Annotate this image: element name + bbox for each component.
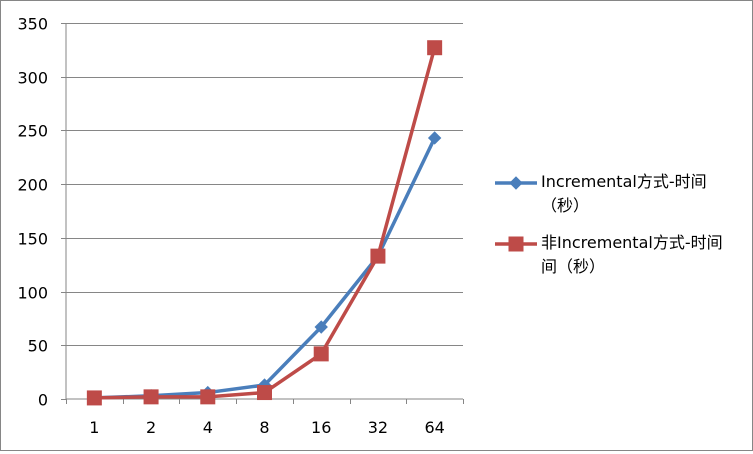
- y-tick-label: 350: [17, 15, 48, 34]
- data-point: [370, 248, 386, 264]
- legend-entry-1: Incremental方式-时间 （秒）: [495, 172, 707, 215]
- y-tick-label: 250: [17, 122, 48, 141]
- legend-swatch-marker: [508, 236, 524, 252]
- data-point: [427, 131, 442, 145]
- x-tick-label: 2: [146, 418, 156, 437]
- legend-label: （秒）: [541, 196, 589, 215]
- legend-label: 非Incremental方式-时间: [541, 233, 723, 252]
- legend-label: 间（秒）: [541, 257, 605, 276]
- y-axis-ticks: 0 50 100 150 200 250 300 350: [17, 15, 66, 410]
- data-point: [427, 40, 443, 56]
- axes: [65, 23, 463, 400]
- x-axis-ticks: 1 2 4 8 16 32 64: [66, 399, 464, 437]
- x-tick-label: 4: [203, 418, 213, 437]
- y-tick-label: 150: [17, 230, 48, 249]
- x-tick-label: 8: [259, 418, 269, 437]
- x-tick-label: 16: [311, 418, 331, 437]
- y-tick-label: 300: [17, 69, 48, 88]
- series-2: [86, 40, 443, 406]
- y-tick-label: 50: [28, 337, 48, 356]
- legend-entry-2: 非Incremental方式-时间间（秒）: [495, 233, 723, 276]
- x-tick-label: 1: [89, 418, 99, 437]
- series-line: [92, 136, 437, 400]
- series-1: [87, 131, 442, 405]
- data-point: [200, 389, 216, 405]
- y-tick-label: 0: [38, 391, 48, 410]
- x-tick-label: 64: [424, 418, 444, 437]
- legend-swatch-marker: [509, 176, 523, 190]
- legend-label: Incremental方式-时间: [541, 172, 707, 191]
- series: [86, 40, 443, 406]
- data-point: [314, 320, 328, 334]
- data-point: [313, 346, 329, 362]
- data-point: [86, 390, 102, 406]
- data-point: [143, 389, 159, 405]
- y-tick-label: 200: [17, 176, 48, 195]
- y-tick-label: 100: [17, 284, 48, 303]
- data-point: [257, 385, 272, 401]
- gridlines: [66, 23, 463, 346]
- x-tick-label: 32: [368, 418, 388, 437]
- legend: Incremental方式-时间 （秒） 非Incremental方式-时间间（秒）: [495, 172, 723, 276]
